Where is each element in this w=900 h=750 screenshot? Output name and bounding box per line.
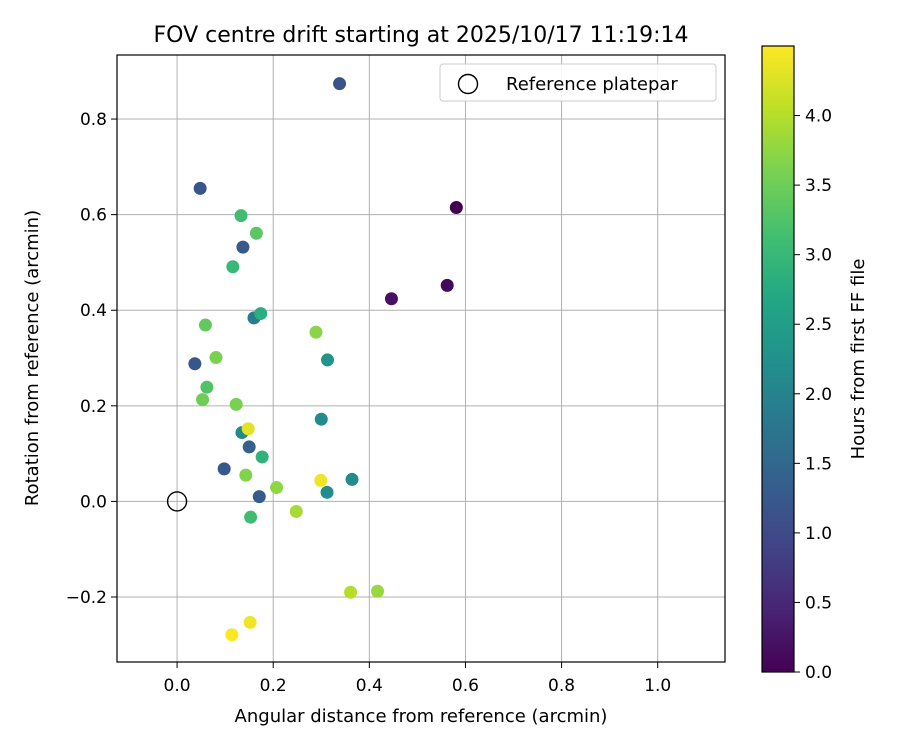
data-point (321, 353, 335, 367)
y-tick-label: 0.0 (80, 492, 107, 512)
data-point (309, 325, 323, 339)
data-point (193, 181, 207, 195)
colorbar-tick-label: 1.0 (805, 524, 832, 544)
colorbar-tick-label: 4.0 (805, 107, 832, 127)
data-point (440, 278, 454, 292)
legend-label-reference: Reference platepar (506, 74, 678, 95)
data-point (226, 260, 240, 274)
data-point (252, 490, 266, 504)
y-axis-label: Rotation from reference (arcmin) (22, 210, 43, 506)
colorbar-gradient (761, 45, 795, 673)
data-point (217, 462, 231, 476)
data-points (188, 77, 463, 642)
data-point (209, 351, 223, 365)
colorbar-ticks: 0.0 0.5 1.0 1.5 2.0 2.5 3.0 3.5 4.0 (794, 107, 832, 683)
data-point (270, 481, 284, 495)
colorbar-tick-label: 2.0 (805, 385, 832, 405)
colorbar-tick-label: 0.0 (805, 663, 832, 683)
data-point (371, 584, 385, 598)
y-tick-label: 0.6 (80, 206, 107, 226)
data-point (289, 504, 303, 518)
y-tick-label: 0.2 (80, 397, 107, 417)
data-point (314, 412, 328, 426)
x-axis-ticks: 0.0 0.2 0.4 0.6 0.8 1.0 (164, 662, 671, 696)
y-axis-ticks: −0.2 0.0 0.2 0.4 0.6 0.8 (66, 110, 117, 608)
data-point (254, 307, 268, 321)
x-tick-label: 0.0 (164, 676, 191, 696)
data-point (243, 615, 257, 629)
y-tick-label: 0.8 (80, 110, 107, 130)
data-point (198, 318, 212, 332)
data-point (255, 450, 269, 464)
x-tick-label: 1.0 (644, 676, 671, 696)
chart-title: FOV centre drift starting at 2025/10/17 … (154, 23, 689, 48)
data-point (225, 628, 239, 642)
y-tick-label: 0.4 (80, 301, 107, 321)
data-point (249, 226, 263, 240)
data-point (236, 240, 250, 254)
data-point (229, 397, 243, 411)
legend-marker-reference (457, 73, 479, 95)
data-point (449, 200, 463, 214)
colorbar-tick-label: 3.0 (805, 246, 832, 266)
colorbar-tick-label: 2.5 (805, 315, 832, 335)
colorbar-tick-label: 1.5 (805, 454, 832, 474)
data-point (244, 510, 258, 524)
colorbar-tick-label: 3.5 (805, 176, 832, 196)
y-tick-label: −0.2 (66, 588, 107, 608)
data-point (188, 357, 202, 371)
plot-frame (116, 54, 726, 663)
data-point (241, 422, 255, 436)
data-point (234, 209, 248, 223)
data-point (384, 292, 398, 306)
reference-platepar-marker (166, 491, 188, 512)
data-point (344, 585, 358, 599)
data-point (200, 380, 214, 394)
x-tick-label: 0.6 (452, 676, 479, 696)
reference-marker-layer (166, 491, 188, 512)
legend-box (439, 63, 717, 102)
data-point (196, 393, 210, 407)
x-tick-label: 0.8 (548, 676, 575, 696)
x-tick-label: 0.2 (260, 676, 287, 696)
colorbar: 0.0 0.5 1.0 1.5 2.0 2.5 3.0 3.5 4.0 Hours from f… (761, 45, 869, 683)
data-point (345, 472, 359, 486)
x-tick-label: 0.4 (356, 676, 383, 696)
x-axis-label: Angular distance from reference (arcmin) (235, 706, 608, 727)
colorbar-tick-label: 0.5 (805, 593, 832, 613)
legend: Reference platepar (439, 63, 717, 102)
data-point (242, 440, 256, 454)
data-point (314, 473, 328, 487)
data-point (320, 485, 334, 499)
grid-lines (117, 55, 725, 662)
data-point (239, 468, 253, 482)
colorbar-label: Hours from first FF file (848, 259, 869, 460)
data-point (333, 77, 347, 91)
